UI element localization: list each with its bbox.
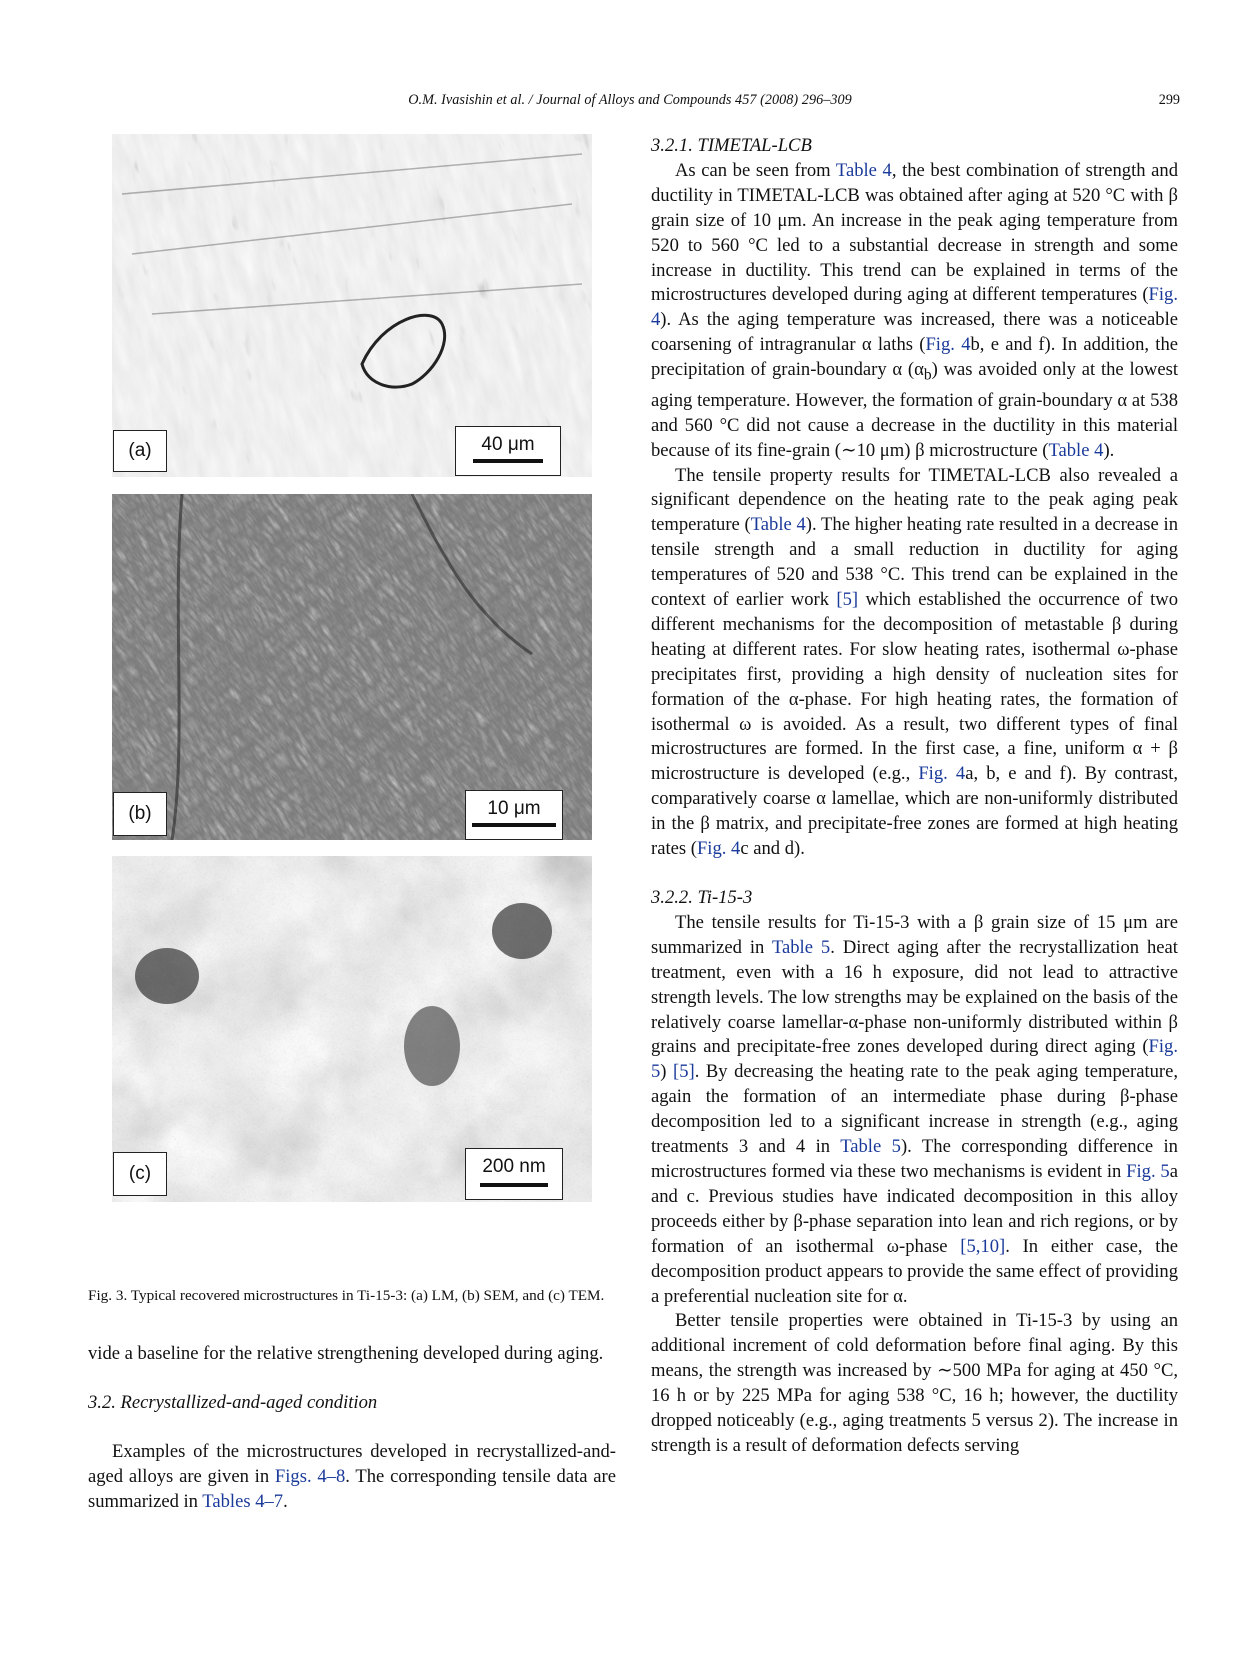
paragraph-timetal-1: As can be seen from Table 4, the best co… — [651, 159, 1179, 461]
micrograph-lm-image — [112, 134, 592, 477]
scale-bar-b — [472, 823, 556, 827]
micrograph-lm: (a) 40 μm — [112, 134, 592, 477]
section-heading-3-2-2: 3.2.2. Ti-15-3 — [651, 887, 753, 908]
link-table-5[interactable]: Table 5 — [771, 936, 831, 958]
left-body-text: vide a baseline for the relative strengt… — [88, 1342, 616, 1515]
running-head: O.M. Ivasishin et al. / Journal of Alloy… — [408, 92, 852, 108]
section-heading-3-2-1: 3.2.1. TIMETAL-LCB — [651, 135, 812, 156]
scale-label-a: 40 μm — [481, 434, 535, 455]
panel-label-b: (b) — [113, 792, 167, 836]
scale-bar-a — [473, 459, 543, 463]
paragraph-timetal-2: The tensile property results for TIMETAL… — [651, 464, 1179, 860]
link-figs-4-8[interactable]: Figs. 4–8 — [274, 1465, 346, 1487]
link-tables-4-7[interactable]: Tables 4–7 — [202, 1490, 284, 1512]
paragraph-ti153-1: The tensile results for Ti-15-3 with a β… — [651, 911, 1179, 1307]
link-table-5[interactable]: Table 5 — [840, 1136, 901, 1158]
link-table-4[interactable]: Table 4 — [750, 514, 806, 536]
scale-label-b: 10 μm — [487, 798, 541, 819]
link-fig-4[interactable]: Fig. 4 — [651, 284, 1178, 331]
link-table-4[interactable]: Table 4 — [1048, 439, 1104, 461]
link-fig-4[interactable]: Fig. 4 — [696, 838, 741, 860]
panel-label-c: (c) — [113, 1152, 167, 1196]
page-header: O.M. Ivasishin et al. / Journal of Alloy… — [0, 92, 1240, 114]
micrograph-tem-image — [112, 856, 592, 1202]
scale-bar-c — [480, 1183, 548, 1187]
paragraph-continuation: vide a baseline for the relative strengt… — [88, 1343, 604, 1364]
section-heading-3-2: 3.2. Recrystallized-and-aged condition — [88, 1391, 378, 1413]
link-fig-5[interactable]: Fig. 5 — [651, 1036, 1178, 1083]
micrograph-sem: (b) 10 μm — [112, 494, 592, 840]
link-ref-5-10[interactable]: [5,10] — [960, 1235, 1006, 1257]
paragraph-examples: Examples of the microstructures develope… — [88, 1440, 616, 1512]
micrograph-tem: (c) 200 nm — [112, 856, 592, 1202]
scale-box-b: 10 μm — [465, 790, 563, 840]
link-fig-4[interactable]: Fig. 4 — [925, 334, 971, 356]
link-ref-5[interactable]: [5] — [673, 1061, 695, 1083]
scale-label-c: 200 nm — [482, 1156, 546, 1177]
page-number: 299 — [1158, 92, 1180, 108]
link-fig-4[interactable]: Fig. 4 — [918, 763, 966, 785]
right-column: 3.2.1. TIMETAL-LCB As can be seen from T… — [651, 134, 1178, 1459]
link-fig-5[interactable]: Fig. 5 — [1126, 1160, 1170, 1182]
figure-caption: Fig. 3. Typical recovered microstructure… — [88, 1287, 605, 1304]
scale-box-c: 200 nm — [465, 1148, 563, 1200]
paragraph-ti153-2: Better tensile properties were obtained … — [651, 1310, 1178, 1456]
link-ref-5[interactable]: [5] — [836, 589, 859, 611]
micrograph-sem-image — [112, 494, 592, 840]
scale-box-a: 40 μm — [455, 426, 561, 476]
link-table-4[interactable]: Table 4 — [835, 159, 892, 181]
panel-label-a: (a) — [113, 430, 167, 472]
